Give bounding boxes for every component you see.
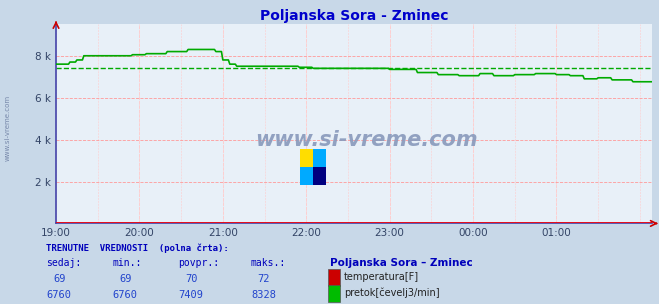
- Text: 8328: 8328: [251, 289, 276, 299]
- Text: Poljanska Sora – Zminec: Poljanska Sora – Zminec: [330, 257, 473, 268]
- Text: povpr.:: povpr.:: [178, 257, 219, 268]
- Text: min.:: min.:: [112, 257, 142, 268]
- Text: maks.:: maks.:: [250, 257, 285, 268]
- Text: TRENUTNE  VREDNOSTI  (polna črta):: TRENUTNE VREDNOSTI (polna črta):: [46, 243, 229, 253]
- Text: sedaj:: sedaj:: [46, 257, 81, 268]
- Bar: [300, 149, 313, 167]
- Text: 6760: 6760: [47, 289, 72, 299]
- Text: pretok[čevelj3/min]: pretok[čevelj3/min]: [344, 288, 440, 299]
- Text: 6760: 6760: [113, 289, 138, 299]
- Bar: [300, 167, 313, 185]
- Text: www.si-vreme.com: www.si-vreme.com: [5, 95, 11, 161]
- Bar: [313, 167, 326, 185]
- Bar: [313, 149, 326, 167]
- Text: www.si-vreme.com: www.si-vreme.com: [255, 130, 478, 150]
- Text: 69: 69: [53, 274, 65, 284]
- Title: Poljanska Sora - Zminec: Poljanska Sora - Zminec: [260, 9, 449, 23]
- Text: temperatura[F]: temperatura[F]: [344, 272, 419, 282]
- Text: 70: 70: [185, 274, 197, 284]
- Text: 72: 72: [258, 274, 270, 284]
- Text: 7409: 7409: [179, 289, 204, 299]
- Text: 69: 69: [119, 274, 131, 284]
